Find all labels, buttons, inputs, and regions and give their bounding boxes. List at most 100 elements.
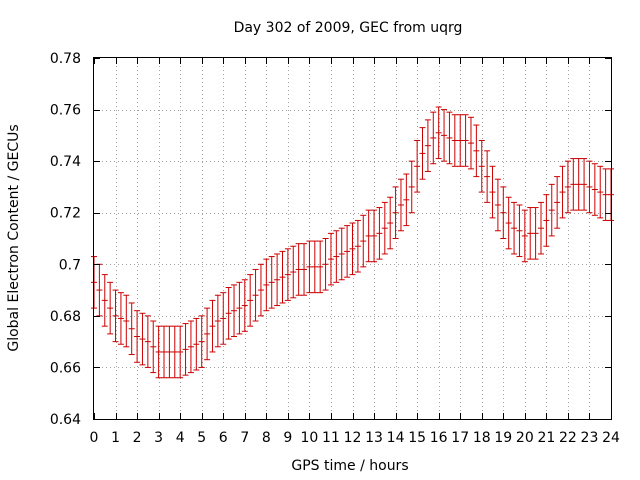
x-tick-label: 7 <box>240 430 249 446</box>
y-tick-label: 0.76 <box>50 103 81 119</box>
data-point <box>521 209 528 263</box>
data-point <box>451 114 458 167</box>
data-point <box>581 158 588 211</box>
plot-frame <box>93 57 612 420</box>
data-point <box>204 307 211 361</box>
y-tick-label: 0.66 <box>50 360 81 376</box>
x-tick-label: 1 <box>111 430 120 446</box>
data-point <box>527 207 534 260</box>
data-point <box>602 168 609 221</box>
x-tick-label: 3 <box>154 430 163 446</box>
data-point <box>430 111 437 165</box>
data-point <box>263 258 270 312</box>
data-point <box>397 178 404 232</box>
x-tick-label: 0 <box>90 430 99 446</box>
x-tick-label: 8 <box>262 430 271 446</box>
x-tick-label: 10 <box>301 430 319 446</box>
axis-ticks <box>94 58 612 420</box>
data-point <box>187 320 194 374</box>
data-point <box>231 284 238 337</box>
x-tick-label: 12 <box>344 430 362 446</box>
error-bars <box>91 106 614 379</box>
x-tick-label: 16 <box>430 430 448 446</box>
data-point <box>236 281 243 335</box>
y-tick-label: 0.78 <box>50 51 81 67</box>
data-point <box>570 158 577 211</box>
x-tick-label: 17 <box>451 430 469 446</box>
data-point <box>333 230 340 283</box>
data-point <box>171 325 178 379</box>
data-point <box>128 302 135 356</box>
data-point <box>419 127 426 180</box>
data-point <box>150 320 157 374</box>
data-point <box>403 173 410 227</box>
data-point <box>441 109 448 162</box>
data-point <box>139 312 146 366</box>
data-point <box>344 225 351 278</box>
data-point <box>494 178 501 232</box>
data-point <box>591 163 598 216</box>
data-point <box>144 315 151 368</box>
data-point <box>354 219 361 273</box>
data-point <box>446 111 453 165</box>
data-point <box>166 325 173 379</box>
x-tick-label: 24 <box>602 430 620 446</box>
data-point <box>392 186 399 239</box>
data-point <box>123 294 130 348</box>
data-point <box>112 289 119 343</box>
chart-title: Day 302 of 2009, GEC from uqrg <box>234 20 463 36</box>
x-tick-label: 5 <box>197 430 206 446</box>
x-tick-label: 22 <box>559 430 577 446</box>
data-point <box>274 253 281 307</box>
data-point <box>537 201 544 255</box>
data-point <box>177 325 184 379</box>
data-point <box>489 165 496 219</box>
data-point <box>408 160 415 214</box>
x-tick-label: 14 <box>387 430 405 446</box>
x-tick-label: 2 <box>133 430 142 446</box>
data-point <box>414 140 421 193</box>
data-point <box>548 183 555 237</box>
x-tick-label: 20 <box>516 430 534 446</box>
data-point <box>532 207 539 260</box>
data-point <box>182 323 189 376</box>
data-point <box>597 165 604 219</box>
data-point <box>134 310 141 363</box>
data-point <box>268 256 275 309</box>
data-point <box>101 274 108 327</box>
data-point <box>371 209 378 263</box>
data-point <box>301 243 308 296</box>
data-point <box>257 263 264 317</box>
data-point <box>554 176 561 229</box>
data-point <box>322 238 329 291</box>
data-point <box>381 201 388 255</box>
x-tick-label: 19 <box>494 430 512 446</box>
data-point <box>435 106 442 160</box>
data-point <box>516 204 523 258</box>
x-tick-labels: 0 1 2 3 4 5 6 7 8 9 10 11 12 13 14 15 16 17 18 19 20 21 22 23 24 <box>90 430 620 446</box>
data-point <box>365 209 372 263</box>
data-point <box>543 194 550 247</box>
y-tick-labels: 0.64 0.66 0.68 0.7 0.72 0.74 0.76 0.78 <box>50 51 81 428</box>
data-point <box>311 240 318 294</box>
data-point <box>225 286 232 340</box>
data-point <box>338 227 345 281</box>
data-point <box>387 196 394 250</box>
x-tick-label: 6 <box>219 430 228 446</box>
data-point <box>327 232 334 286</box>
data-point <box>209 299 216 353</box>
y-tick-label: 0.7 <box>59 257 81 273</box>
data-point <box>107 281 114 335</box>
data-point <box>241 279 248 332</box>
x-tick-label: 13 <box>365 430 383 446</box>
data-point <box>295 243 302 296</box>
data-point <box>457 114 464 167</box>
data-point <box>290 245 297 299</box>
data-point <box>564 160 571 214</box>
data-point <box>559 165 566 219</box>
data-point <box>360 214 367 268</box>
data-point <box>478 140 485 193</box>
data-point <box>279 250 286 304</box>
data-point <box>349 222 356 276</box>
x-tick-label: 23 <box>581 430 599 446</box>
